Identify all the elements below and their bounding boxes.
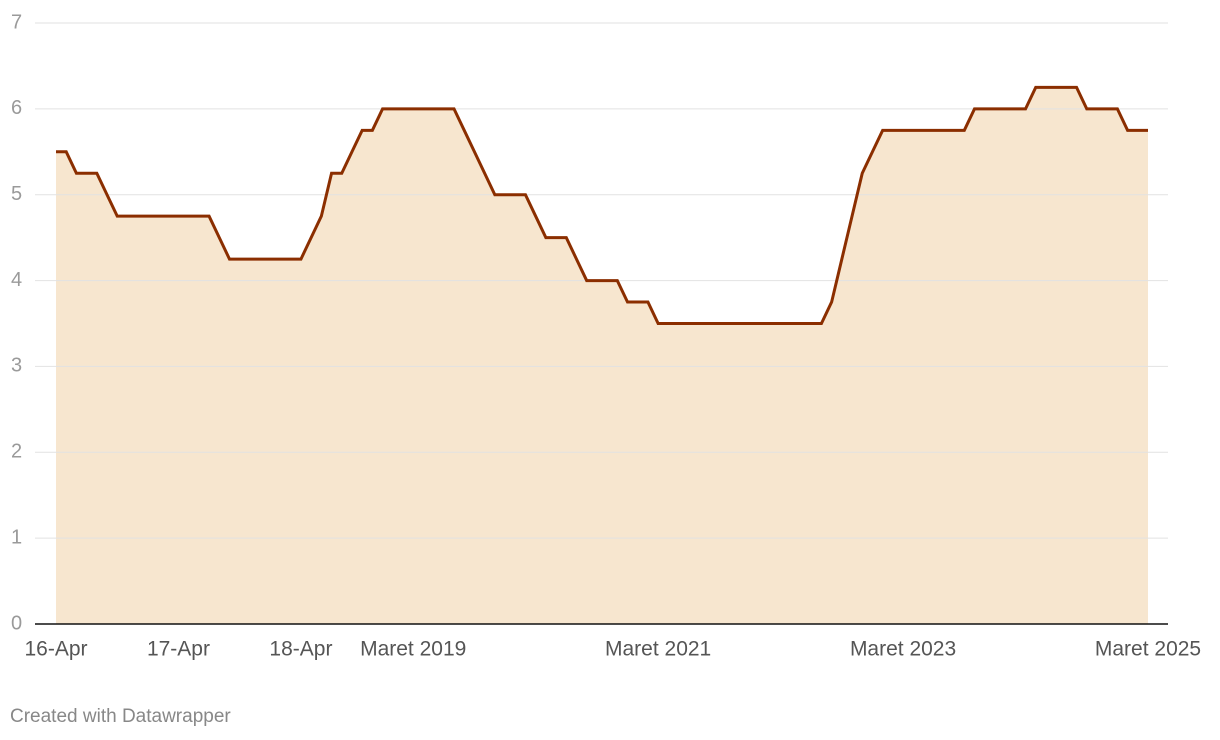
x-tick-label: Maret 2021 [605,638,711,661]
y-tick-label: 4 [11,269,22,291]
x-tick-label: Maret 2019 [360,638,466,661]
y-tick-label: 1 [11,526,22,548]
y-tick-label: 3 [11,355,22,377]
y-tick-label: 5 [11,183,22,205]
x-tick-label: Maret 2023 [850,638,956,661]
y-tick-label: 2 [11,441,22,463]
x-tick-label: 18-Apr [269,638,332,661]
area [56,87,1148,624]
x-tick-label: 17-Apr [147,638,210,661]
line [56,85,1148,325]
y-tick-label: 0 [11,612,22,634]
y-tick-label: 7 [11,11,22,33]
footer: Created with Datawrapper [10,706,231,727]
x-tick-label: Maret 2025 [1095,638,1201,661]
x-tick-label: 16-Apr [24,638,87,661]
y-tick-label: 6 [11,97,22,119]
